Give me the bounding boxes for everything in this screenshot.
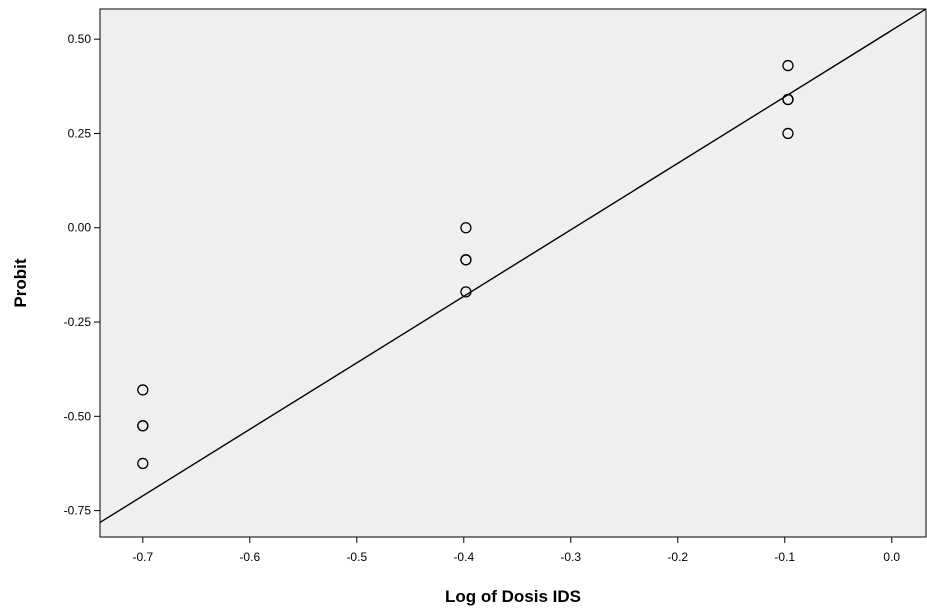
data-point	[460, 222, 472, 234]
x-tick-label: -0.7	[132, 550, 153, 564]
x-tick-label: -0.6	[239, 550, 260, 564]
data-point	[460, 254, 472, 266]
y-tick-label: -0.50	[64, 409, 92, 423]
y-tick-label: 0.50	[68, 32, 92, 46]
data-point	[782, 59, 794, 72]
x-tick-label: -0.1	[774, 550, 795, 564]
x-tick-label: -0.5	[346, 550, 367, 564]
data-point	[782, 127, 794, 140]
y-tick-label: -0.75	[64, 504, 92, 518]
data-point	[782, 93, 794, 106]
data-point	[137, 420, 149, 432]
data-point	[137, 384, 149, 396]
y-tick-label: -0.25	[64, 315, 92, 329]
x-axis-title: Log of Dosis IDS	[445, 587, 581, 606]
y-tick-label: 0.25	[68, 126, 92, 140]
data-point	[460, 286, 472, 298]
x-axis: -0.7 -0.6 -0.5 -0.4 -0.3 -0.2 -0.1 0.0	[132, 537, 900, 564]
x-tick-label: 0.0	[883, 550, 900, 564]
y-tick-label: 0.00	[68, 221, 92, 235]
x-tick-label: -0.3	[560, 550, 581, 564]
plot-background	[99, 8, 927, 538]
y-axis: 0.50 0.25 0.00 -0.25 -0.50 -0.75	[64, 32, 100, 518]
x-tick-label: -0.4	[453, 550, 474, 564]
plot-area	[99, 8, 927, 538]
y-axis-title: Probit	[11, 258, 30, 307]
x-tick-label: -0.2	[667, 550, 688, 564]
data-point	[137, 457, 149, 470]
